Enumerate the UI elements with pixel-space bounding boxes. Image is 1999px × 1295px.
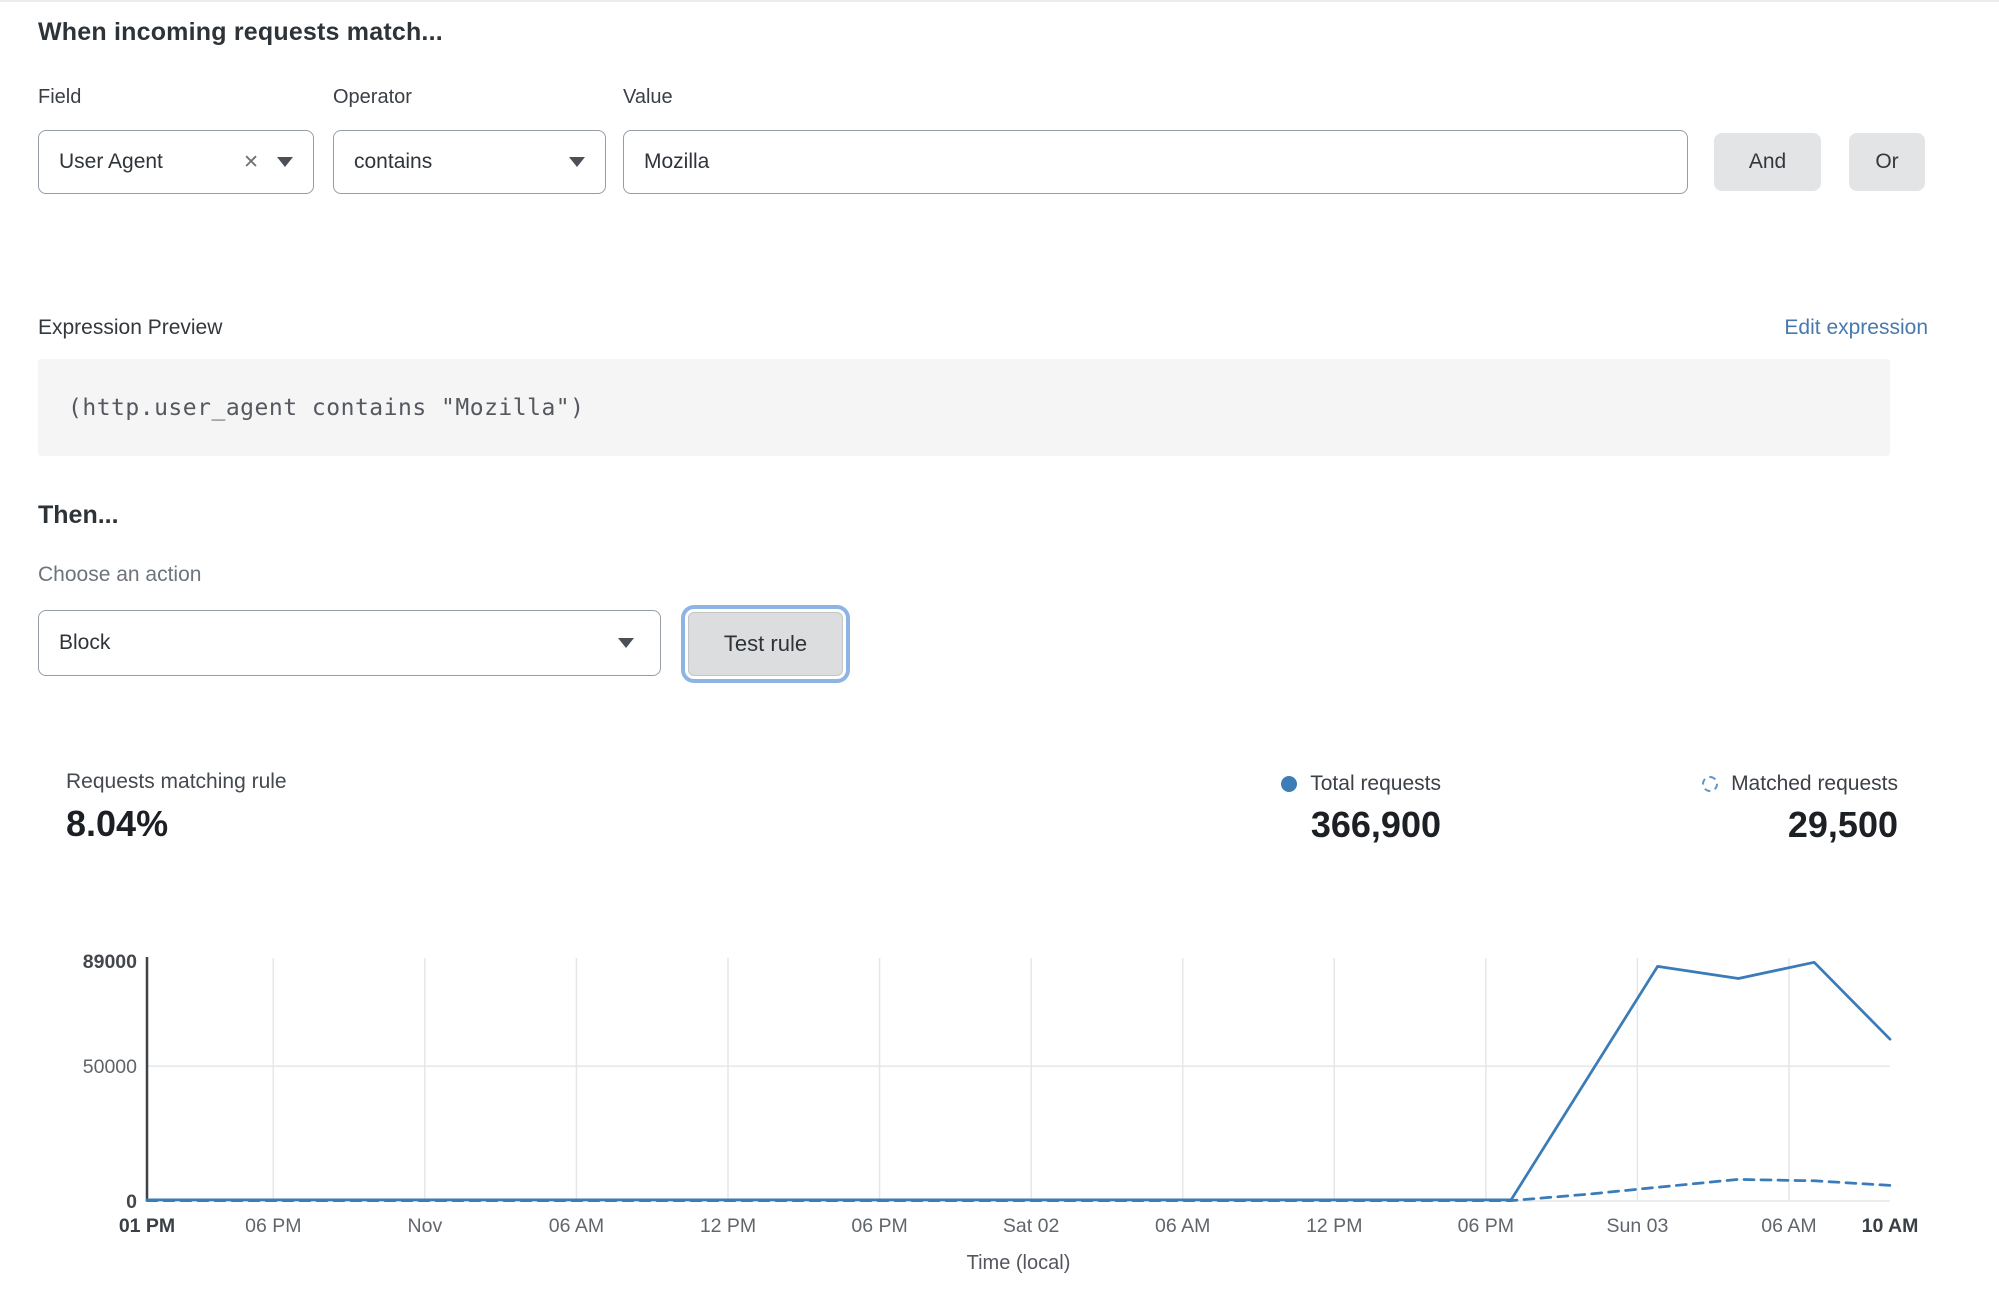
x-tick-label: 12 PM (1306, 1215, 1362, 1237)
operator-select[interactable]: contains (333, 130, 606, 194)
x-tick-label: 10 AM (1862, 1215, 1919, 1237)
requests-matching-label: Requests matching rule (66, 770, 287, 793)
expression-preview-label: Expression Preview (38, 316, 223, 339)
x-tick-label: 06 PM (1458, 1215, 1514, 1237)
x-tick-label: 06 AM (1761, 1215, 1816, 1237)
y-tick-label: 0 (126, 1191, 137, 1213)
requests-matching-value: 8.04% (66, 803, 169, 844)
x-tick-label: Sun 03 (1606, 1215, 1668, 1237)
x-tick-label: Nov (408, 1215, 443, 1237)
time-axis-label: Time (local) (967, 1252, 1071, 1274)
chevron-down-icon (618, 638, 634, 648)
expression-code-block: (http.user_agent contains "Mozilla") (38, 359, 1890, 456)
and-button[interactable]: And (1714, 133, 1821, 191)
remove-field-icon[interactable]: ✕ (243, 151, 259, 173)
matched-requests-value: 29,500 (1787, 804, 1898, 845)
series-line-solid (145, 960, 1892, 1202)
total-requests-label: Total requests (1310, 772, 1441, 795)
x-tick-label: 06 AM (549, 1215, 604, 1237)
x-tick-label: Sat 02 (1003, 1215, 1059, 1237)
requests-matching-block: Requests matching rule 8.04% (66, 770, 287, 845)
chevron-down-icon (569, 157, 585, 167)
y-tick-label: 89000 (83, 951, 137, 973)
page-title: When incoming requests match... (38, 18, 443, 46)
expression-code: (http.user_agent contains "Mozilla") (68, 394, 585, 421)
chevron-down-icon (277, 157, 293, 167)
action-select[interactable]: Block (38, 610, 661, 676)
operator-select-value: contains (354, 150, 433, 173)
then-heading: Then... (38, 501, 119, 529)
field-label: Field (38, 86, 82, 108)
matched-requests-dashed-circle-icon (1702, 776, 1719, 792)
action-select-value: Block (59, 631, 111, 654)
x-tick-label: 06 PM (851, 1215, 907, 1237)
total-requests-legend: Total requests 366,900 (1281, 772, 1441, 846)
x-tick-label: 06 PM (245, 1215, 301, 1237)
test-rule-button[interactable]: Test rule (688, 612, 843, 676)
operator-label: Operator (333, 86, 412, 108)
top-divider (0, 0, 1999, 2)
y-tick-label: 50000 (83, 1056, 137, 1078)
x-tick-label: 01 PM (119, 1215, 175, 1237)
edit-expression-link[interactable]: Edit expression (1784, 316, 1928, 339)
matched-requests-legend: Matched requests 29,500 (1702, 772, 1898, 846)
or-button[interactable]: Or (1849, 133, 1925, 191)
x-tick-label: 06 AM (1155, 1215, 1210, 1237)
x-tick-label: 12 PM (700, 1215, 756, 1237)
total-requests-value: 366,900 (1310, 804, 1441, 845)
total-requests-dot-icon (1281, 776, 1298, 792)
requests-chart: 89000 50000 0 01 PM 06 PM Nov 06 AM 12 PM 06 PM S… (0, 930, 1999, 1295)
matched-requests-label: Matched requests (1731, 772, 1898, 795)
choose-action-label: Choose an action (38, 563, 202, 586)
field-select[interactable]: User Agent ✕ (38, 130, 314, 194)
chart-svg: 89000 50000 001 PM 06 PM Nov 06 AM 12 PM 06 PM S… (83, 951, 1919, 1274)
series-line-dashed (145, 1178, 1892, 1202)
field-select-value: User Agent (59, 150, 163, 173)
value-input[interactable] (623, 130, 1688, 194)
value-label: Value (623, 86, 673, 108)
